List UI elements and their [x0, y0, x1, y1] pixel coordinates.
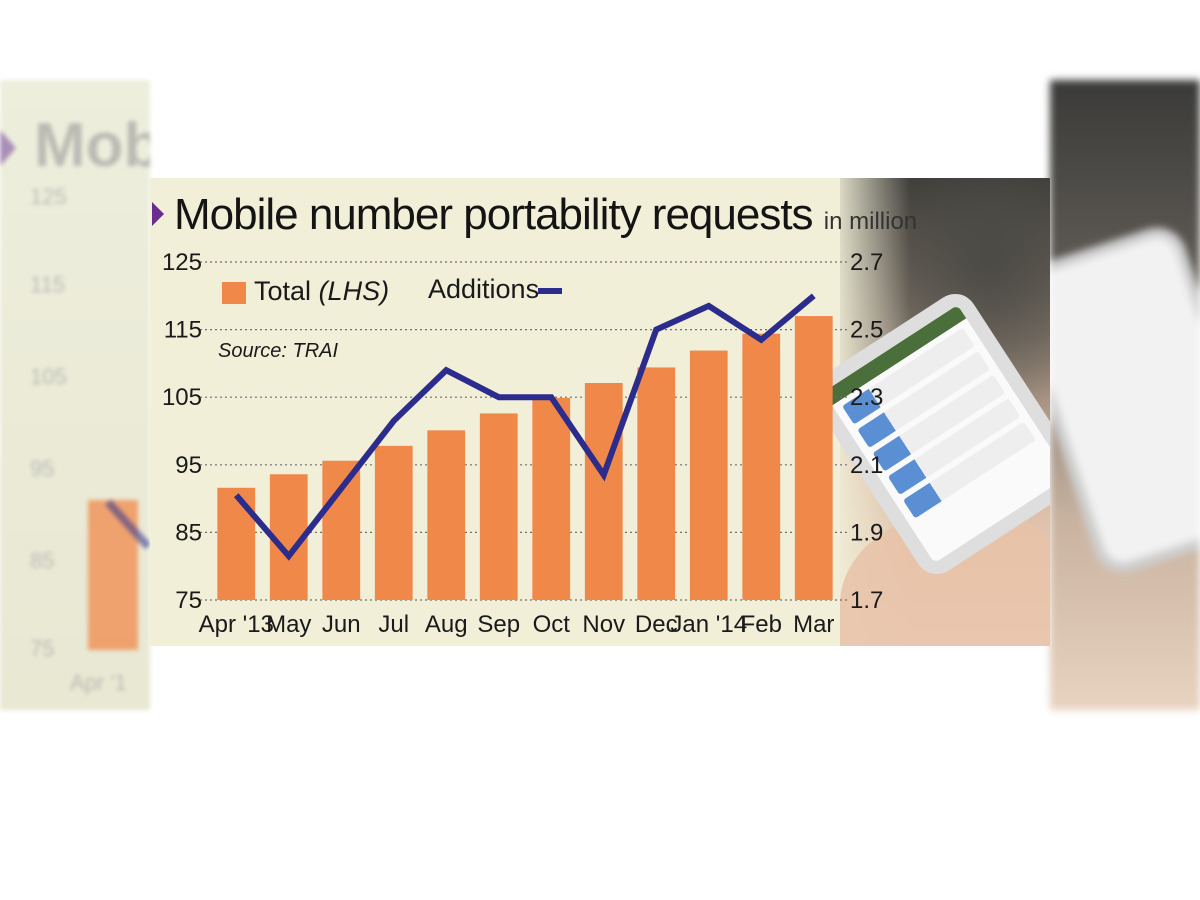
y-left-tick-label: 115: [164, 317, 202, 344]
y-left-tick-label: 85: [175, 519, 202, 546]
bar-total: [322, 460, 361, 600]
bar-total: [217, 487, 256, 600]
y-left-tick-label: 75: [175, 587, 202, 614]
x-tick-label: Dec: [635, 611, 678, 638]
series-line-additions: [233, 293, 816, 561]
chart-title: Mobile number portability requests in mi…: [174, 190, 917, 240]
ghost-tick: 115: [30, 272, 66, 297]
x-tick-label: Jul: [378, 611, 409, 638]
y-left-tick-label: 125: [162, 249, 202, 276]
x-tick-label: Aug: [425, 611, 468, 638]
x-tick-label: Feb: [741, 611, 782, 638]
bar-total: [742, 333, 781, 600]
bar-total: [427, 430, 466, 600]
x-tick-label: Jun: [322, 611, 361, 638]
x-tick-label: May: [266, 611, 311, 638]
bar-total: [584, 383, 623, 600]
legend-total: Total (LHS): [254, 276, 389, 307]
right-blurred-photo: [1050, 80, 1200, 710]
bar-total: [794, 316, 833, 600]
ghost-tick: 125: [30, 184, 67, 209]
y-right-tick-label: 1.7: [850, 587, 883, 614]
left-blurred-strip: Mob 125 115 105 95 85 75 Apr '1: [0, 80, 150, 710]
chart-title-text: Mobile number portability requests: [174, 190, 814, 239]
x-tick-label: Oct: [533, 611, 571, 638]
y-left-tick-label: 105: [162, 384, 202, 411]
legend-total-swatch: [222, 282, 246, 304]
ghost-tick: 85: [30, 548, 55, 573]
title-triangle-icon: [152, 202, 164, 226]
ghost-month: Apr '1: [70, 670, 127, 695]
y-right-tick-label: 2.5: [850, 317, 883, 344]
source-note: Source: TRAI: [218, 340, 339, 362]
legend-additions-label: Additions: [428, 274, 540, 304]
ghost-tick: 95: [30, 456, 55, 481]
legend-total-label: Total: [254, 276, 312, 306]
y-right-tick-label: 1.9: [850, 519, 883, 546]
bar-total: [532, 397, 571, 600]
legend-total-suffix: (LHS): [318, 276, 390, 306]
chart-panel: Mobile number portability requests in mi…: [150, 178, 1050, 646]
bar-total: [637, 367, 676, 600]
y-left-tick-label: 95: [175, 452, 202, 479]
chart-title-unit: in million: [823, 208, 918, 235]
chart-plot: 125 115 105 95 85 75 2.7 2.5 2.3 2.1 1.9 1.7 Apr '13…: [162, 249, 883, 638]
x-tick-label: Nov: [582, 611, 625, 638]
y-right-tick-label: 2.7: [850, 249, 883, 276]
ghost-phone: [1050, 232, 1200, 568]
y-right-tick-label: 2.3: [850, 384, 883, 411]
x-tick-label: Mar: [793, 611, 834, 638]
x-tick-label: Apr '13: [199, 611, 274, 638]
ghost-triangle-icon: [0, 130, 16, 166]
ghost-title: Mob: [34, 111, 150, 180]
bar-total: [479, 413, 518, 600]
x-tick-label: Sep: [477, 611, 520, 638]
legend-additions-swatch: [538, 288, 562, 294]
ghost-tick: 105: [30, 364, 67, 389]
ghost-tick: 75: [30, 636, 55, 661]
y-right-tick-label: 2.1: [850, 452, 883, 479]
x-tick-label: Jan '14: [670, 611, 747, 638]
bar-total: [374, 445, 413, 600]
bar-total: [689, 350, 728, 600]
